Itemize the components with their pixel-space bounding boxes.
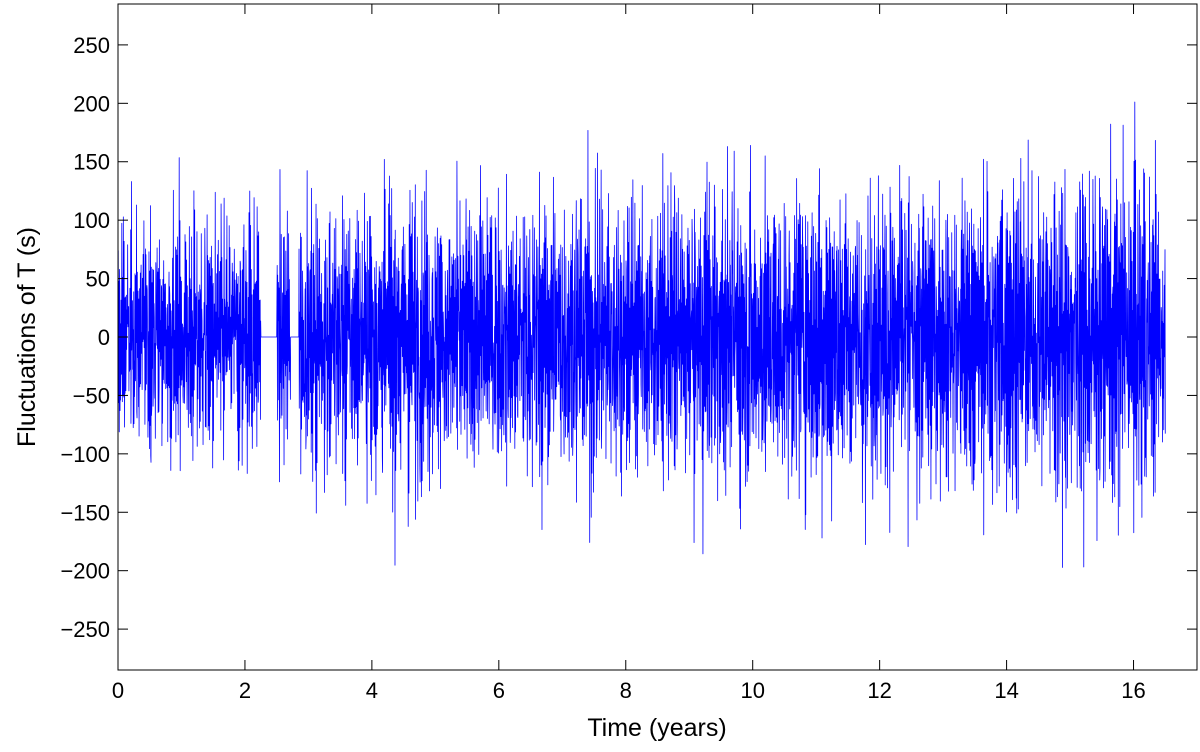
series-line (117, 101, 1166, 568)
y-tick-label: 100 (73, 208, 110, 233)
x-tick-label: 14 (994, 678, 1018, 703)
x-tick-label: 4 (366, 678, 378, 703)
x-tick-label: 12 (867, 678, 891, 703)
x-axis-title: Time (years) (587, 714, 726, 742)
y-tick-label: 200 (73, 91, 110, 116)
y-tick-label: −150 (60, 500, 110, 525)
y-tick-label: 150 (73, 150, 110, 175)
x-tick-label: 0 (112, 678, 124, 703)
x-tick-label: 16 (1121, 678, 1145, 703)
x-tick-label: 10 (740, 678, 764, 703)
y-tick-label: −50 (73, 383, 110, 408)
y-axis-title: Fluctuations of T (s) (13, 227, 41, 447)
y-tick-label: −250 (60, 617, 110, 642)
x-tick-label: 8 (620, 678, 632, 703)
x-tick-label: 6 (493, 678, 505, 703)
y-tick-label: 50 (86, 267, 110, 292)
y-tick-label: −100 (60, 442, 110, 467)
x-tick-label: 2 (239, 678, 251, 703)
tick-layer: 0 2 4 6 8 10 12 14 16 −250 −200 −150 −100 −50 0 50 100 15… (60, 4, 1197, 703)
y-tick-label: 0 (98, 325, 110, 350)
series-layer (117, 101, 1166, 568)
y-tick-label: 250 (73, 33, 110, 58)
plot-frame (117, 3, 1198, 671)
y-tick-label: −200 (60, 559, 110, 584)
